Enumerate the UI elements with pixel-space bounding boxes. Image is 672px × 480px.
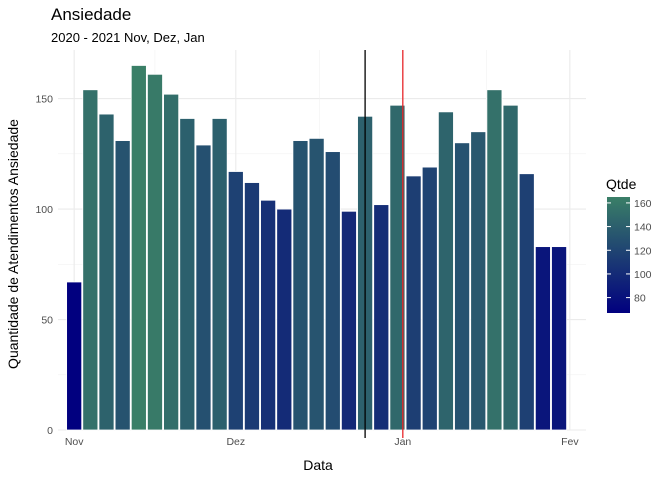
legend-label: 120 [634,245,652,257]
bar [195,144,212,431]
y-axis-ticks: 0 50 100 150 [35,94,53,437]
chart-title: Ansiedade [51,5,131,24]
bar [260,199,277,431]
bar [211,118,228,431]
bar [470,131,487,431]
y-tick-label: 0 [47,425,53,437]
legend-label: 140 [634,222,652,234]
bar [389,104,406,431]
bar [130,65,147,431]
bar [421,166,438,431]
x-axis-ticks: Nov Dez Jan Fev [65,436,580,448]
bar [454,142,471,431]
bar [534,246,551,431]
x-tick-label: Nov [65,436,84,448]
legend: Qtde 80 100 120 140 160 [606,176,652,313]
bar [340,210,357,431]
chart-subtitle: 2020 - 2021 Nov, Dez, Jan [51,30,205,45]
bar [66,281,83,431]
bar [518,173,535,431]
bar [98,113,115,431]
bar [486,89,503,431]
bar [114,140,131,431]
bar [292,140,309,431]
bar [163,93,180,431]
bar [551,246,568,431]
legend-title: Qtde [606,176,637,192]
bar [227,171,244,431]
bar [244,182,260,431]
legend-label: 160 [634,198,652,210]
legend-colorbar [607,197,630,313]
reference-lines [364,50,404,438]
y-tick-label: 100 [35,204,53,216]
bar [324,151,341,431]
bar [82,89,99,431]
legend-label: 100 [634,269,652,281]
bar [437,111,454,431]
bars [66,65,568,431]
bar [276,208,293,431]
x-axis-title: Data [303,457,333,473]
legend-label: 80 [634,293,646,305]
bar [502,104,519,431]
x-tick-label: Dez [226,436,245,448]
x-tick-label: Fev [561,436,579,448]
bar [147,73,163,431]
y-tick-label: 50 [41,315,53,327]
bar [179,118,196,431]
bar [373,204,390,431]
y-axis-title: Quantidade de Atendimentos Ansiedade [5,119,21,369]
bar [308,137,325,431]
y-tick-label: 150 [35,94,53,106]
bar [405,175,422,431]
x-tick-label: Jan [394,436,411,448]
